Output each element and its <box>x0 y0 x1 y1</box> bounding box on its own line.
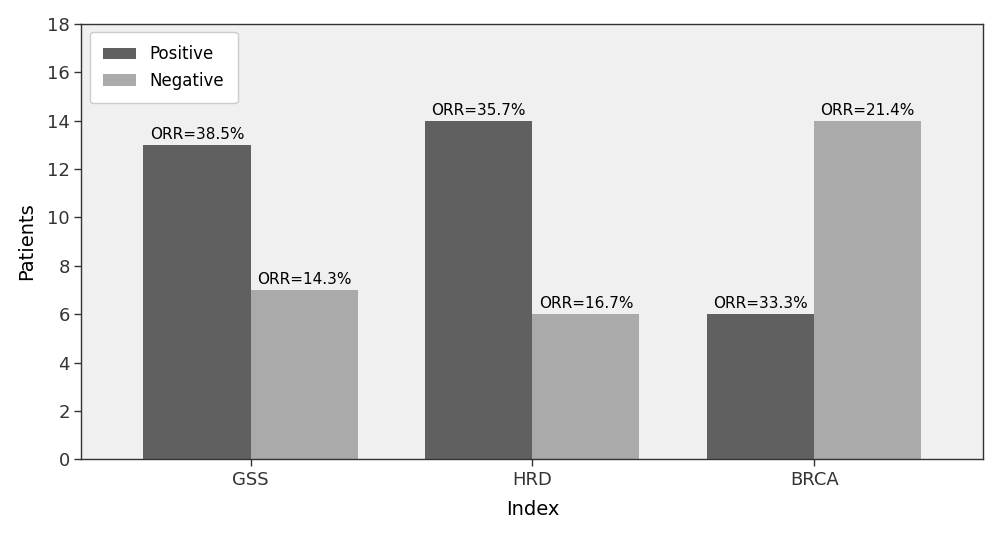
Y-axis label: Patients: Patients <box>17 203 36 280</box>
X-axis label: Index: Index <box>506 500 559 519</box>
Bar <box>251 290 358 459</box>
Bar <box>143 145 251 459</box>
Bar <box>707 314 814 459</box>
Text: ORR=21.4%: ORR=21.4% <box>821 102 915 117</box>
Bar <box>814 121 921 459</box>
Text: ORR=14.3%: ORR=14.3% <box>257 272 351 287</box>
Text: ORR=16.7%: ORR=16.7% <box>539 296 633 311</box>
Text: ORR=33.3%: ORR=33.3% <box>713 296 808 311</box>
Bar <box>425 121 532 459</box>
Text: ORR=35.7%: ORR=35.7% <box>432 102 526 117</box>
Legend: Positive, Negative: Positive, Negative <box>90 32 238 103</box>
Text: ORR=38.5%: ORR=38.5% <box>150 127 244 142</box>
Bar <box>532 314 639 459</box>
